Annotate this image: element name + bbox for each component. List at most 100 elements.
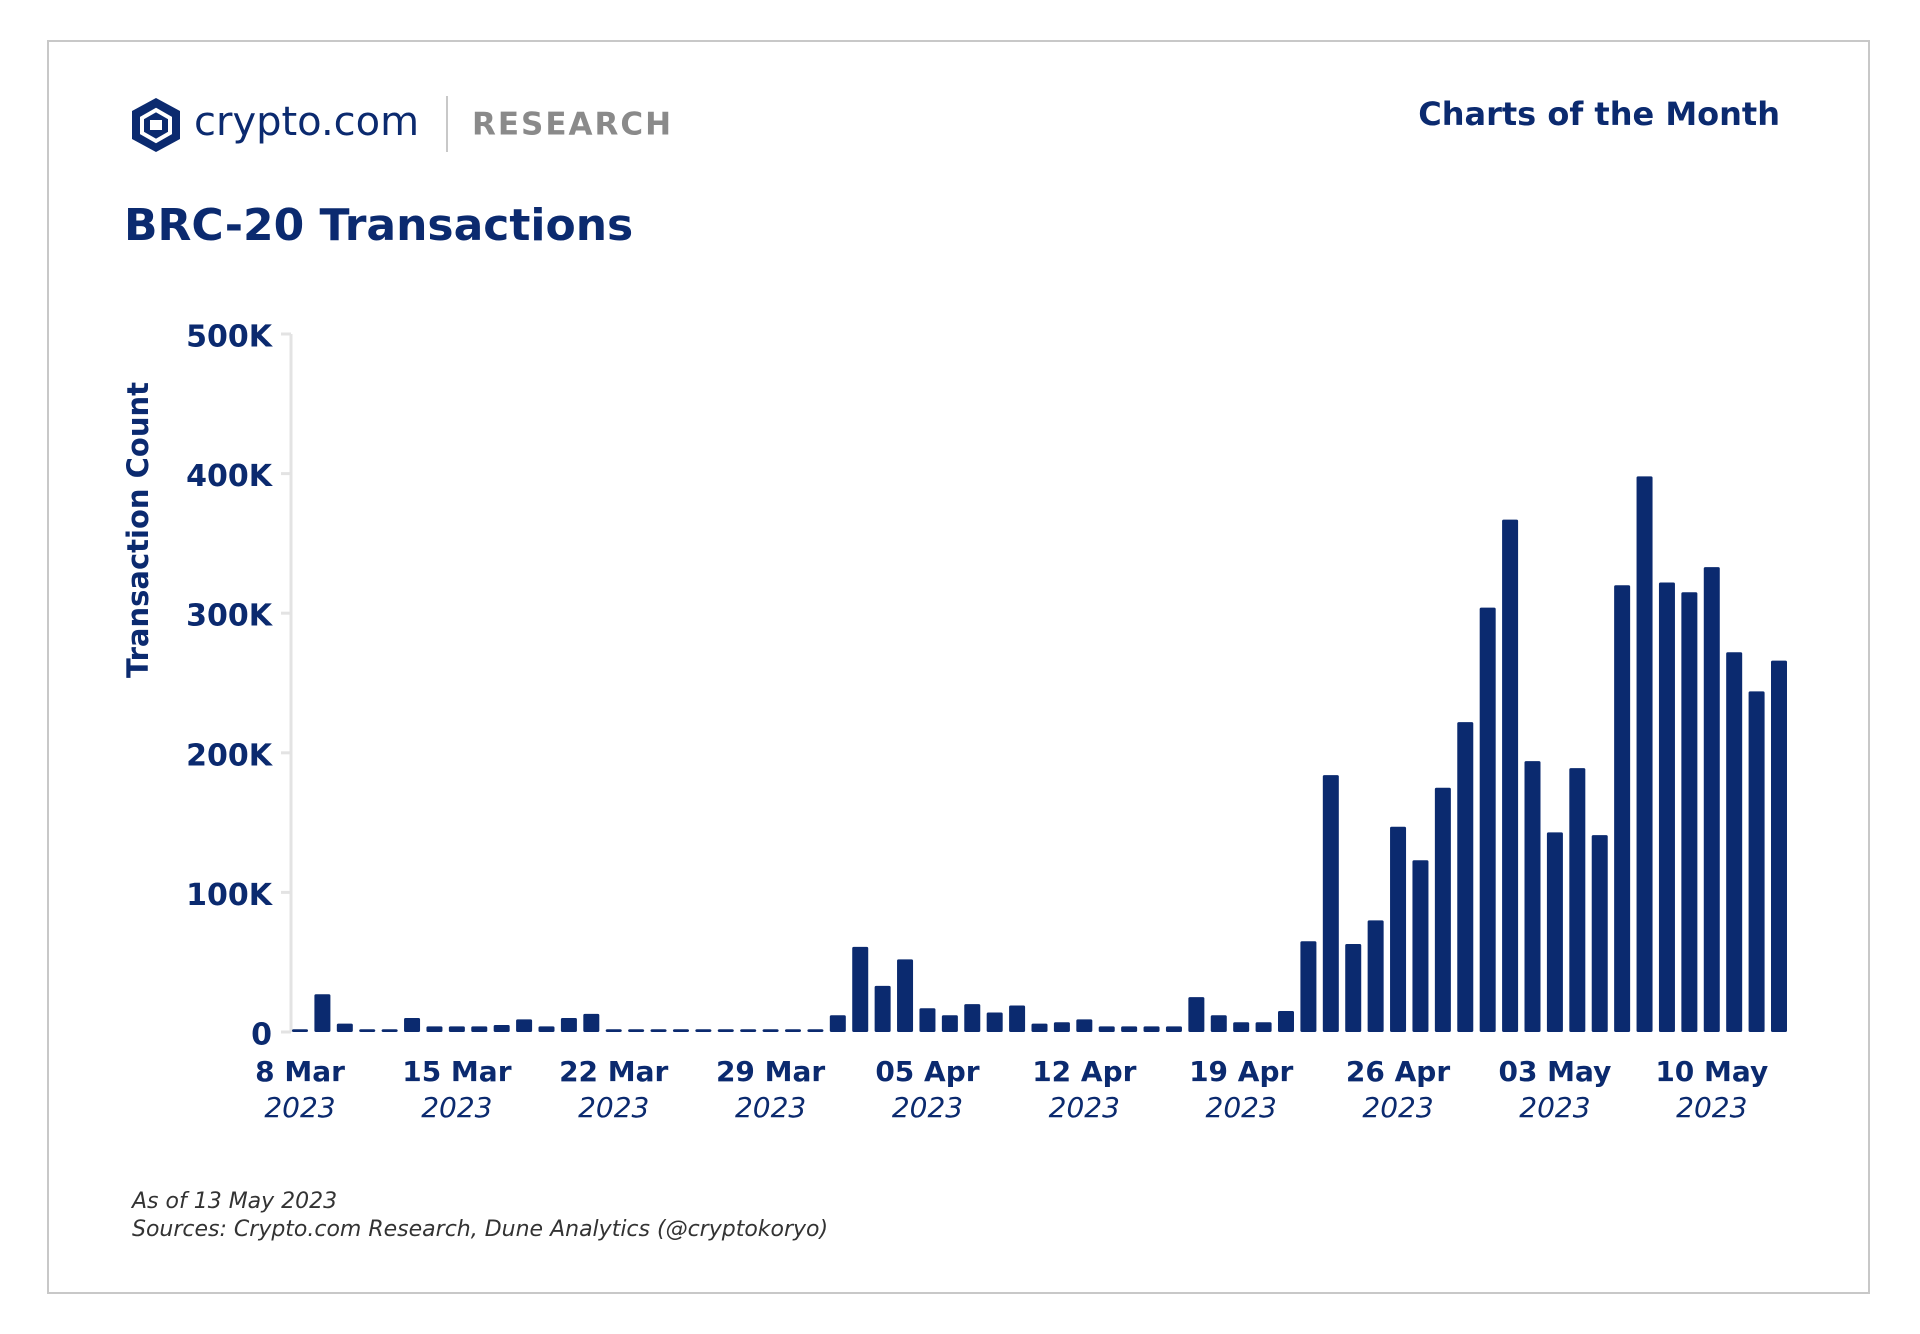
bar <box>1412 860 1429 1032</box>
bar <box>672 1029 689 1032</box>
y-tick-label: 400K <box>186 459 274 494</box>
bar <box>471 1026 488 1032</box>
bar <box>605 1029 622 1032</box>
brand: crypto.com <box>194 99 419 145</box>
y-tick-label: 500K <box>186 320 274 355</box>
bar <box>1098 1026 1115 1032</box>
bar <box>1726 652 1743 1032</box>
bar <box>1053 1022 1070 1032</box>
bar <box>829 1015 846 1032</box>
bar <box>1300 941 1317 1032</box>
bar <box>448 1026 465 1032</box>
x-tick-label: 12 Apr <box>1032 1055 1136 1088</box>
bar <box>897 959 914 1032</box>
bar <box>874 985 891 1032</box>
chart-title: BRC-20 Transactions <box>124 200 633 251</box>
bar <box>1031 1023 1048 1032</box>
bar <box>650 1029 667 1032</box>
bar <box>1748 691 1765 1032</box>
y-tick-label: 100K <box>186 878 274 913</box>
bar <box>1614 585 1631 1032</box>
bar <box>1681 592 1698 1032</box>
x-tick-label: 19 Apr <box>1189 1055 1293 1088</box>
bar <box>1210 1015 1227 1032</box>
bar <box>986 1012 1003 1032</box>
x-tick-sublabel: 2023 <box>578 1091 649 1124</box>
bar <box>1457 722 1474 1032</box>
x-tick-sublabel: 2023 <box>735 1091 806 1124</box>
x-tick-sublabel: 2023 <box>1049 1091 1120 1124</box>
bar <box>1233 1022 1250 1032</box>
x-tick-label: 15 Mar <box>402 1055 511 1088</box>
bar <box>1524 761 1541 1032</box>
x-tick-label: 8 Mar <box>255 1055 345 1088</box>
bar <box>583 1013 600 1032</box>
x-tick-label: 05 Apr <box>875 1055 979 1088</box>
bar <box>404 1018 421 1032</box>
frame <box>47 40 1870 1294</box>
section: RESEARCH <box>472 107 673 143</box>
bar <box>1367 920 1384 1032</box>
bar <box>1188 997 1205 1032</box>
x-tick-sublabel: 2023 <box>1362 1091 1433 1124</box>
bar <box>426 1026 443 1032</box>
bar <box>852 946 869 1032</box>
bar <box>1636 476 1653 1033</box>
bar <box>941 1015 958 1032</box>
bar <box>1591 835 1608 1032</box>
x-tick-label: 22 Mar <box>559 1055 668 1088</box>
bar <box>1390 826 1407 1032</box>
x-tick-label: 10 May <box>1655 1055 1768 1088</box>
x-tick-sublabel: 2023 <box>421 1091 492 1124</box>
x-tick-sublabel: 2023 <box>1519 1091 1590 1124</box>
bar <box>1569 768 1586 1032</box>
bar <box>1165 1026 1182 1032</box>
y-tick-label: 0 <box>251 1018 272 1053</box>
x-tick-sublabel: 2023 <box>1206 1091 1277 1124</box>
logo <box>132 98 180 152</box>
x-tick-sublabel: 2023 <box>1676 1091 1747 1124</box>
bar <box>1076 1019 1093 1032</box>
bar <box>919 1008 936 1032</box>
y-tick-label: 200K <box>186 738 274 773</box>
bar <box>964 1004 981 1032</box>
bar <box>740 1029 757 1032</box>
y-tick-label: 300K <box>186 599 274 634</box>
bar <box>628 1029 645 1032</box>
bar <box>1009 1005 1026 1032</box>
bar <box>336 1023 353 1032</box>
x-tick-sublabel: 2023 <box>264 1091 335 1124</box>
bar <box>1658 582 1675 1032</box>
bar <box>381 1029 398 1032</box>
as-of: As of 13 May 2023 <box>130 1189 337 1214</box>
series-name: Charts of the Month <box>1418 95 1780 133</box>
bar <box>493 1025 510 1032</box>
x-tick-label: 29 Mar <box>716 1055 825 1088</box>
bar <box>538 1026 555 1032</box>
bar <box>516 1019 533 1032</box>
bar <box>1479 607 1496 1032</box>
bar <box>359 1029 376 1032</box>
bar <box>1502 519 1519 1032</box>
x-tick-label: 26 Apr <box>1346 1055 1450 1088</box>
bar <box>1255 1022 1272 1032</box>
bar <box>1121 1026 1138 1032</box>
bar <box>717 1029 734 1032</box>
x-tick-sublabel: 2023 <box>892 1091 963 1124</box>
bar <box>1143 1026 1160 1032</box>
bar <box>1546 832 1563 1032</box>
bar <box>560 1018 577 1032</box>
bar <box>1771 660 1787 1032</box>
sources: Sources: Crypto.com Research, Dune Analy… <box>132 1217 828 1242</box>
y-axis-label: Transaction Count <box>121 382 155 678</box>
bar <box>1434 787 1451 1032</box>
bar <box>695 1029 712 1032</box>
bar <box>292 1029 308 1032</box>
bar <box>807 1029 824 1032</box>
bar <box>314 994 331 1032</box>
bar <box>1703 567 1720 1032</box>
bar <box>1322 775 1339 1032</box>
bar <box>1278 1011 1294 1032</box>
